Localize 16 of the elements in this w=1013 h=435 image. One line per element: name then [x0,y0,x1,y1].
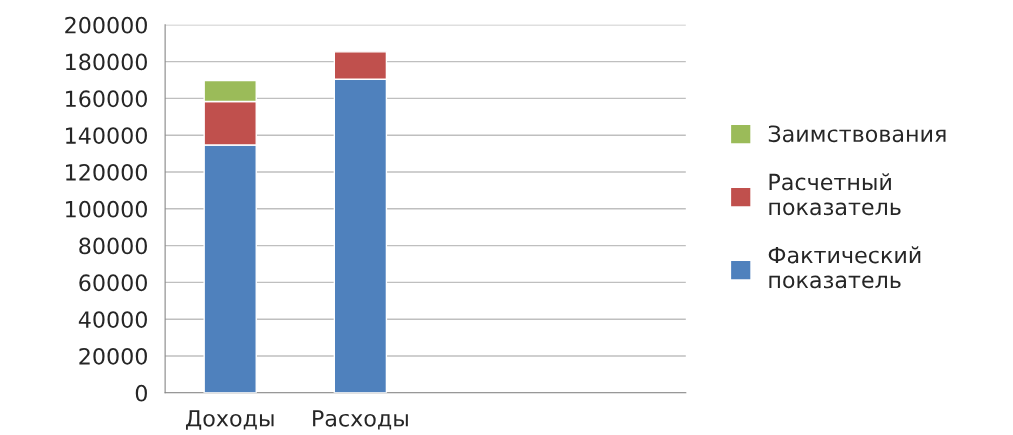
x-tick-label: Доходы [185,410,274,430]
y-tick-label: 160000 [66,90,147,108]
y-tick-label: 120000 [66,163,147,181]
y-tick-label: 40000 [78,311,147,328]
legend-label: Фактический показатель [768,246,921,289]
y-tick-label: 140000 [66,127,147,144]
x-tick-label: Расходы [313,410,408,430]
legend-label: Расчетный показатель [769,173,901,216]
y-tick-label: 180000 [66,53,147,71]
legend-label: Заимствования [768,125,946,143]
y-tick-label: 20000 [79,347,147,365]
y-tick-label: 0 [135,384,147,402]
y-tick-label: 60000 [79,274,147,292]
y-tick-label: 80000 [79,237,147,255]
y-tick-label: 100000 [66,200,147,218]
y-tick-label: 200000 [65,16,147,34]
